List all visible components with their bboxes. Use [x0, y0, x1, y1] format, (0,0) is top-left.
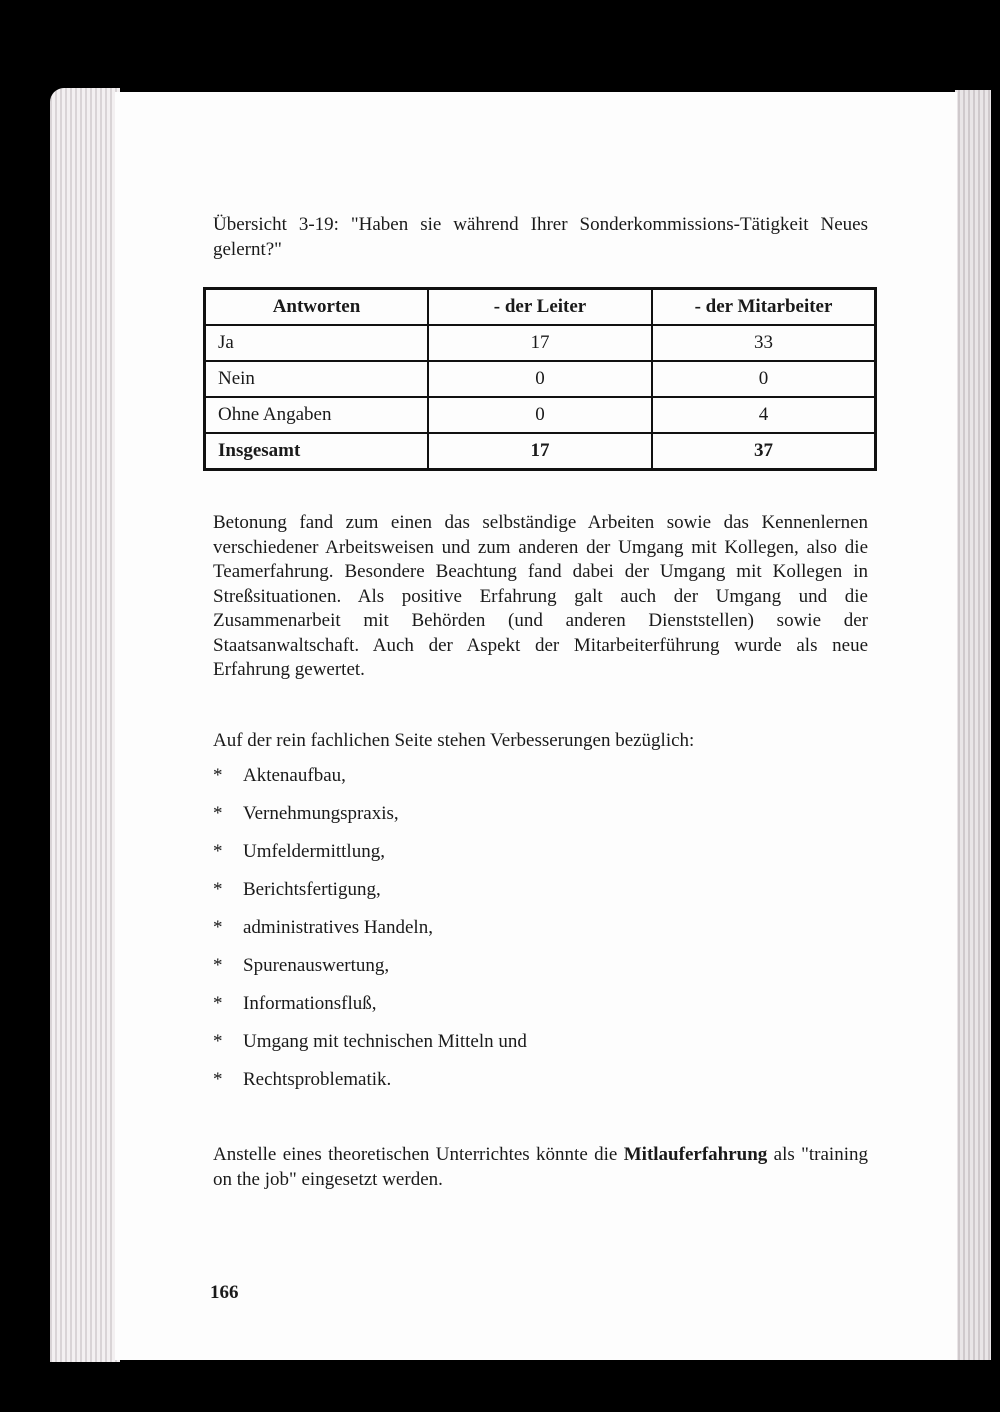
column-header: - der Leiter	[427, 287, 653, 326]
cell: 0	[427, 396, 653, 434]
bullet-icon: *	[213, 841, 223, 862]
list-item-text: Aktenaufbau,	[243, 765, 346, 786]
cell: Ja	[203, 324, 429, 362]
bullet-icon: *	[213, 1031, 223, 1052]
page-stack-left	[50, 88, 120, 1362]
body-paragraph: Betonung fand zum einen das selbständige…	[213, 512, 868, 680]
bullet-icon: *	[213, 917, 223, 938]
list-item-text: Umgang mit technischen Mitteln und	[243, 1031, 527, 1052]
bullet-icon: *	[213, 993, 223, 1014]
emphasis: Mitlauferfahrung	[623, 1144, 768, 1165]
bullet-icon: *	[213, 955, 223, 976]
table-row: Ohne Angaben 0 4	[203, 396, 877, 434]
cell: 0	[427, 360, 653, 398]
cell: 0	[651, 360, 877, 398]
cell: 4	[651, 396, 877, 434]
table-header-row: Antworten - der Leiter - der Mitarbeiter	[203, 287, 877, 326]
cell: Insgesamt	[203, 432, 429, 471]
closing-text: Anstelle eines theoretischen Unterrichte…	[213, 1144, 624, 1165]
page-stack-right	[955, 90, 991, 1360]
results-table: Antworten - der Leiter - der Mitarbeiter…	[203, 287, 877, 471]
table-total-row: Insgesamt 17 37	[203, 432, 877, 471]
list-item-text: Umfeldermittlung,	[243, 841, 385, 862]
closing-text: als "training on the job" eingesetzt wer…	[213, 1144, 868, 1190]
page-number: 166	[210, 1282, 239, 1303]
closing-paragraph: Anstelle eines theoretischen Unterrichte…	[213, 1143, 868, 1192]
bullet-icon: *	[213, 879, 223, 900]
list-item-text: Vernehmungspraxis,	[243, 803, 399, 824]
column-header: Antworten	[203, 287, 429, 326]
bullet-icon: *	[213, 1069, 223, 1090]
cell: 33	[651, 324, 877, 362]
cell: 37	[651, 432, 877, 471]
bullet-icon: *	[213, 765, 223, 786]
list-item-text: Rechtsproblematik.	[243, 1069, 392, 1090]
list-item-text: administratives Handeln,	[243, 917, 433, 938]
table-row: Nein 0 0	[203, 360, 877, 398]
list-item-text: Spurenauswertung,	[243, 955, 390, 976]
list-item-text: Berichtsfertigung,	[243, 879, 381, 900]
list-item-text: Informationsfluß,	[243, 993, 377, 1014]
column-header: - der Mitarbeiter	[651, 287, 877, 326]
list-intro: Auf der rein fachlichen Seite stehen Ver…	[213, 730, 695, 751]
table-row: Ja 17 33	[203, 324, 877, 362]
cell: 17	[427, 432, 653, 471]
cell: Nein	[203, 360, 429, 398]
bullet-icon: *	[213, 803, 223, 824]
table-caption: Übersicht 3-19: "Haben sie während Ihrer…	[213, 214, 868, 260]
cell: Ohne Angaben	[203, 396, 429, 434]
cell: 17	[427, 324, 653, 362]
